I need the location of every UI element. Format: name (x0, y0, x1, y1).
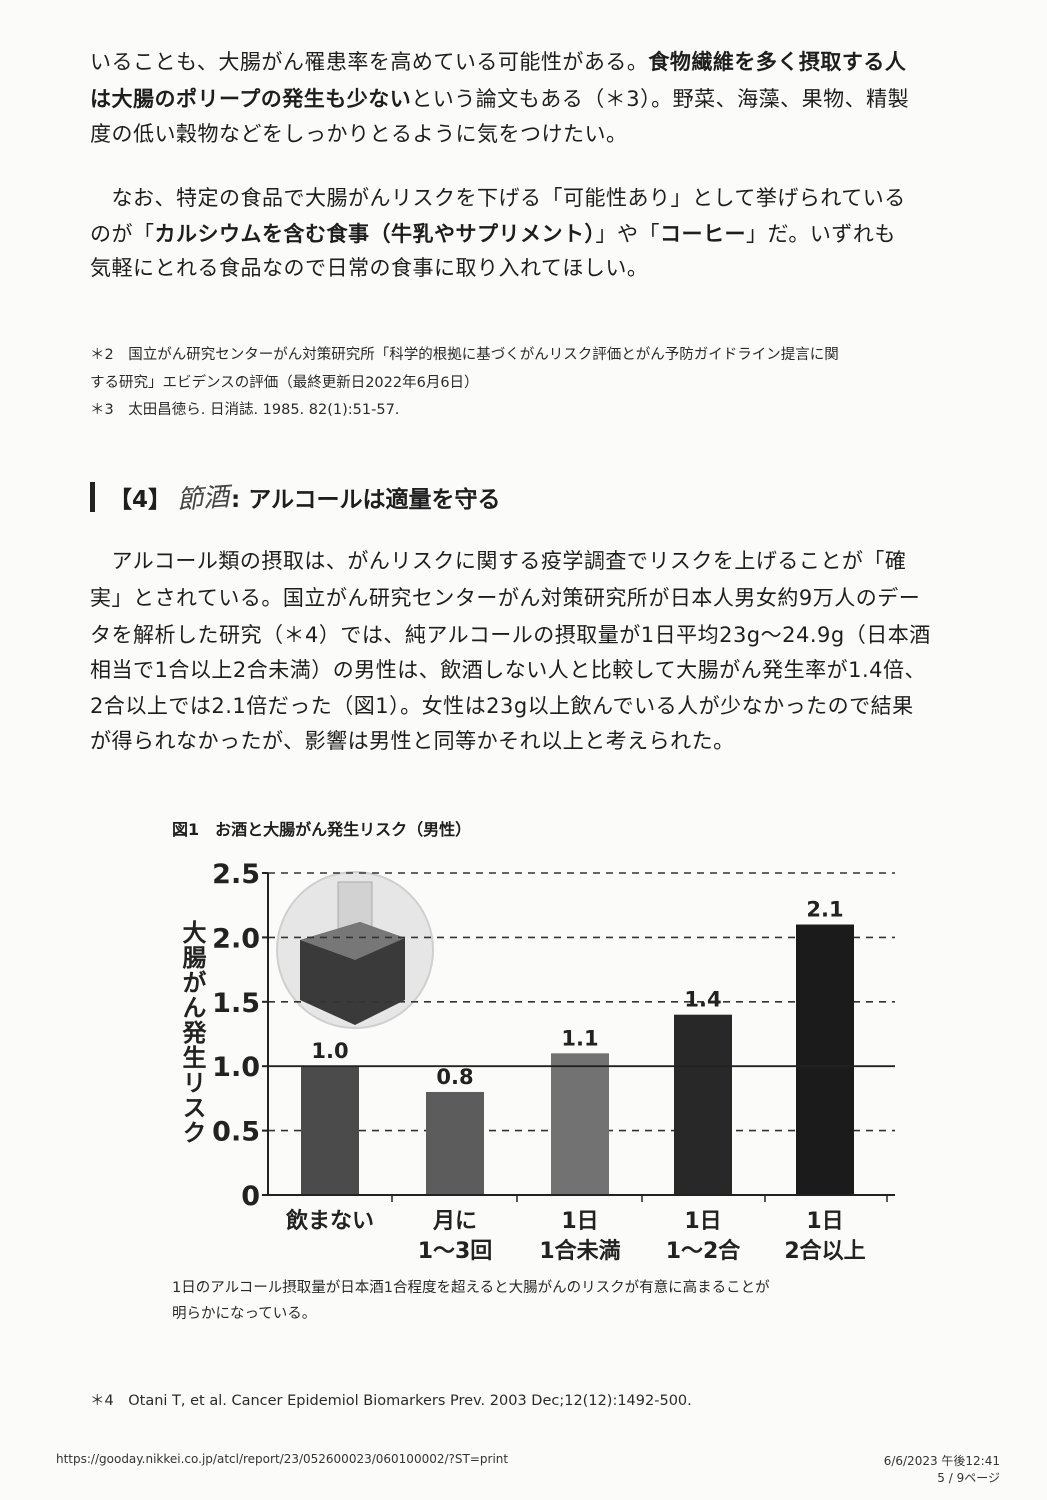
x-category-label: 1日 (806, 1209, 843, 1234)
text-line: 相当で1合以上2合未満）の男性は、飲酒しない人と比較して大腸がん発生率が1.4倍… (90, 658, 926, 682)
x-category-label: 1合未満 (539, 1238, 620, 1264)
x-category-label: 月に (432, 1209, 477, 1234)
print-url: https://gooday.nikkei.co.jp/atcl/report/… (56, 1452, 509, 1466)
y-tick-label: 2.5 (212, 859, 260, 890)
bold-text: カルシウムを含む食事（牛乳やサプリメント） (154, 222, 596, 246)
data-label: 1.4 (684, 988, 721, 1012)
text-segment: 」や「 (595, 222, 660, 246)
data-label: 1.1 (561, 1026, 598, 1050)
sake-cup-illustration (276, 871, 434, 1029)
heading-title: : アルコールは適量を守る (231, 486, 501, 513)
x-category-label: 2合以上 (784, 1238, 865, 1264)
x-category-label: 1日 (684, 1209, 721, 1234)
chart-caption-line1: 1日のアルコール摂取量が日本酒1合程度を超えると大腸がんのリスクが有意に高まるこ… (172, 1280, 770, 1296)
bar (674, 1014, 732, 1195)
y-tick-label: 0.5 (212, 1117, 260, 1148)
text-line: 気軽にとれる食品なので日常の食事に取り入れてほしい。 (90, 252, 648, 282)
footnote-4: ＊4 Otani T, et al. Cancer Epidemiol Biom… (90, 1393, 692, 1409)
text-line: のが「カルシウムを含む食事（牛乳やサプリメント）」や「コーヒー」だ。いずれも (90, 218, 896, 248)
bar (426, 1091, 484, 1195)
text-segment: 」だ。いずれも (746, 222, 896, 246)
text-segment: 気軽にとれる食品なので日常の食事に取り入れてほしい。 (90, 256, 649, 280)
footnote-2-line2: する研究」エビデンスの評価（最終更新日2022年6月6日） (90, 375, 479, 391)
text-segment: なお、特定の食品で大腸がんリスクを下げる「可能性あり」として挙げられている (90, 186, 906, 210)
data-label: 1.0 (311, 1039, 348, 1063)
text-segment: という論文もある（＊3）。野菜、海藻、果物、精製 (411, 87, 910, 111)
text-line: が得られなかったが、影響は男性と同等かそれ以上と考えられた。 (90, 729, 735, 753)
y-tick-label: 0 (241, 1181, 260, 1212)
bar (796, 924, 854, 1195)
bold-text: 食物繊維を多く摂取する人 (648, 50, 907, 74)
heading-bar (90, 481, 95, 512)
masu-top-shape (300, 922, 405, 960)
x-category-label: 1〜2合 (666, 1238, 742, 1264)
text-segment: いることも、大腸がん罹患率を高めている可能性がある。 (90, 50, 649, 74)
data-label: 2.1 (806, 898, 843, 922)
text-segment: 度の低い穀物などをしっかりとるように気をつけたい。 (90, 122, 628, 146)
x-category-label: 1〜3回 (418, 1239, 493, 1264)
x-category-label: 1日 (561, 1209, 598, 1234)
bold-text: は大腸のポリープの発生も少ない (90, 87, 412, 111)
y-tick-label: 1.5 (212, 988, 260, 1019)
footnote-2-line1: ＊2 国立がん研究センターがん対策研究所「科学的根拠に基づくがんリスク評価とがん… (90, 347, 839, 363)
bold-text: コーヒー (660, 222, 746, 246)
heading-number: 【4】 (109, 486, 172, 513)
page-number: 5 / 9ページ (937, 1471, 1000, 1485)
text-line: なお、特定の食品で大腸がんリスクを下げる「可能性あり」として挙げられている (90, 182, 906, 212)
text-line: 実」とされている。国立がん研究センターがん対策研究所が日本人男女約9万人のデー (90, 586, 921, 610)
bar (551, 1053, 609, 1195)
text-line: 2合以上では2.1倍だった（図1）。女性は23g以上飲んでいる人が少なかったので… (90, 694, 914, 718)
text-line: いることも、大腸がん罹患率を高めている可能性がある。食物繊維を多く摂取する人 (90, 46, 906, 76)
y-axis-label: 大腸がん発生リスク (178, 920, 207, 1145)
handwritten-annotation: 節酒 (176, 482, 231, 516)
chart-caption-line2: 明らかになっている。 (172, 1306, 317, 1322)
text-line: アルコール類の摂取は、がんリスクに関する疫学調査でリスクを上げることが「確 (90, 549, 907, 573)
text-line: 度の低い穀物などをしっかりとるように気をつけたい。 (90, 118, 628, 148)
y-tick-label: 2.0 (212, 923, 260, 954)
print-datetime: 6/6/2023 午後12:41 (883, 1454, 1000, 1468)
section-heading: 【4】 節酒 : アルコールは適量を守る (90, 478, 501, 516)
x-category-label: 飲まない (285, 1208, 374, 1234)
footnote-3: ＊3 太田昌徳ら. 日消誌. 1985. 82(1):51-57. (90, 402, 400, 418)
data-label: 0.8 (436, 1065, 473, 1089)
bar (301, 1066, 359, 1195)
text-line: は大腸のポリープの発生も少ないという論文もある（＊3）。野菜、海藻、果物、精製 (90, 83, 909, 113)
text-segment: のが「 (90, 222, 155, 246)
y-tick-label: 1.0 (212, 1052, 260, 1083)
chart-title: 図1 お酒と大腸がん発生リスク（男性） (172, 820, 472, 839)
text-line: タを解析した研究（＊4）では、純アルコールの摂取量が1日平均23g〜24.9g（… (90, 623, 931, 647)
